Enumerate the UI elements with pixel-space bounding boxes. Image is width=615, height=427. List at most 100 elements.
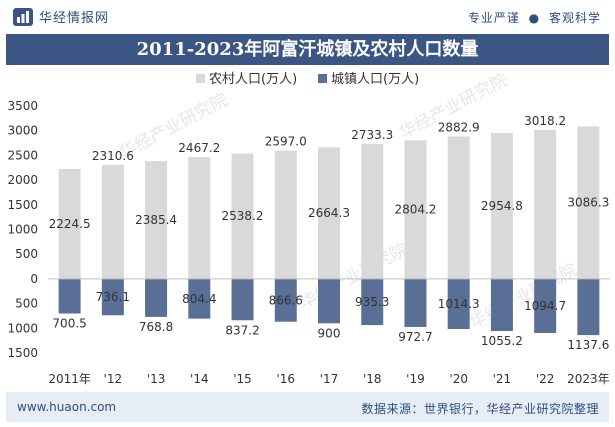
rural-value-label: 2538.2	[222, 209, 264, 223]
data-source: 数据来源：世界银行，华经产业研究院整理	[361, 402, 599, 416]
x-axis: 2011年 '12 '13 '14 '15 '16 '17 '18 '19 '20 '21 '22 20…	[48, 278, 610, 386]
rural-value-label: 2954.8	[481, 199, 523, 213]
urban-value-label: 1137.6	[567, 338, 609, 352]
urban-value-label: 700.5	[52, 317, 86, 331]
data-labels: 2224.5 700.5 2310.6 736.1 2385.4 768.8 2467.2 8…	[49, 114, 610, 352]
urban-value-label: 935.3	[355, 295, 389, 309]
x-tick-label: '14	[190, 372, 209, 386]
x-tick-label: '22	[536, 372, 555, 386]
x-tick-label: '21	[493, 372, 512, 386]
urban-value-label: 804.4	[182, 292, 216, 306]
urban-bar	[274, 278, 297, 322]
rural-bar	[404, 140, 427, 279]
brand-name: 华经情报网	[39, 11, 110, 26]
urban-value-label: 900	[318, 326, 341, 340]
rural-bar	[318, 147, 340, 279]
y-tick-label: 2500	[7, 148, 38, 162]
legend: 农村人口(万人) 城镇人口(万人)	[196, 72, 419, 87]
rural-bar	[490, 132, 513, 279]
urban-bar	[447, 278, 470, 330]
y-tick-label: 3500	[7, 99, 38, 113]
urban-bar	[490, 278, 513, 332]
rural-value-label: 3018.2	[524, 114, 566, 128]
rural-bar	[361, 143, 384, 279]
brand-logo-icon	[13, 7, 33, 26]
x-tick-label: 2011年	[48, 372, 91, 386]
urban-bar	[404, 278, 427, 327]
x-tick-label: '17	[320, 372, 339, 386]
urban-bar	[577, 278, 600, 336]
x-tick-label: '15	[233, 372, 252, 386]
legend-swatch	[196, 74, 205, 83]
chart-title: 2011-2023年阿富汗城镇及农村人口数量	[136, 39, 479, 60]
y-tick-label: 1500	[7, 198, 38, 212]
rural-bar	[145, 161, 168, 279]
rural-value-label: 2804.2	[394, 203, 436, 217]
legend-label: 城镇人口(万人)	[331, 72, 419, 87]
x-tick-label: '19	[406, 372, 425, 386]
urban-value-label: 972.7	[398, 330, 432, 344]
urban-value-label: 1055.2	[481, 334, 523, 348]
rural-bar	[188, 157, 211, 279]
urban-bar	[361, 278, 384, 326]
urban-bar	[188, 278, 211, 319]
x-tick-label: '16	[276, 372, 295, 386]
y-tick-label: 2000	[7, 173, 38, 187]
urban-value-label: 768.8	[139, 320, 173, 334]
website-url[interactable]: www.huaon.com	[17, 400, 117, 414]
x-tick-label: '12	[104, 372, 123, 386]
urban-bar	[145, 278, 168, 317]
urban-value-label: 837.2	[225, 323, 259, 337]
y-axis: 3500 3000 2500 2000 1500 1000 500 0 500 1000 1500	[7, 99, 38, 360]
rural-value-label: 2733.3	[351, 128, 393, 142]
legend-label: 农村人口(万人)	[209, 72, 297, 87]
rural-bar	[58, 169, 81, 279]
rural-value-label: 2467.2	[178, 141, 220, 155]
urban-bar	[231, 278, 254, 321]
y-tick-label: 1500	[7, 346, 38, 360]
tagline-right: 客观科学	[548, 11, 601, 25]
rural-value-label: 2310.6	[92, 149, 134, 163]
title-band: 2011-2023年阿富汗城镇及农村人口数量	[6, 34, 609, 65]
rural-value-label: 2597.0	[265, 135, 307, 149]
rural-bar	[274, 150, 297, 279]
urban-value-label: 866.6	[269, 293, 303, 307]
x-tick-label: '20	[449, 372, 468, 386]
y-tick-label: 0	[30, 272, 38, 286]
y-tick-label: 500	[15, 297, 38, 311]
rural-bar	[534, 129, 557, 279]
x-tick-label: '13	[147, 372, 166, 386]
footer-band: www.huaon.com 数据来源：世界银行，华经产业研究院整理	[6, 392, 609, 422]
rural-value-label: 2882.9	[438, 120, 480, 134]
watermark-text: 华经产业研究院	[466, 260, 580, 334]
watermark-text: 华经产业研究院	[296, 240, 410, 314]
dot-separator-icon: ●	[528, 11, 541, 25]
rural-value-label: 2664.3	[308, 206, 350, 220]
rural-bar	[101, 164, 124, 279]
urban-value-label: 1094.7	[524, 299, 566, 313]
tagline-left: 专业严谨	[467, 11, 520, 25]
rural-bar	[447, 136, 470, 279]
legend-swatch	[318, 74, 327, 83]
rural-value-label: 2224.5	[49, 217, 91, 231]
y-tick-label: 500	[15, 247, 38, 261]
urban-value-label: 1014.3	[438, 297, 480, 311]
urban-value-label: 736.1	[96, 290, 130, 304]
y-tick-label: 3000	[7, 124, 38, 138]
y-tick-label: 1000	[7, 223, 38, 237]
x-tick-label: 2023年	[567, 372, 610, 386]
top-bar: 华经情报网 专业严谨 ● 客观科学	[0, 0, 615, 33]
rural-value-label: 3086.3	[567, 196, 609, 210]
x-tick-label: '18	[363, 372, 382, 386]
rural-bar	[577, 126, 600, 279]
chart-svg: 华经产业研究院 华经产业研究院 华经产业研究院 华经产业研究院 农村人口(万人)…	[7, 70, 610, 386]
y-tick-label: 1000	[7, 321, 38, 335]
urban-bar	[318, 278, 340, 324]
tagline: 专业严谨 ● 客观科学	[468, 9, 601, 26]
urban-bar	[101, 278, 124, 316]
rural-bar	[231, 153, 254, 279]
urban-bar	[534, 278, 557, 333]
rural-value-label: 2385.4	[135, 213, 177, 227]
brand[interactable]: 华经情报网	[13, 7, 109, 26]
